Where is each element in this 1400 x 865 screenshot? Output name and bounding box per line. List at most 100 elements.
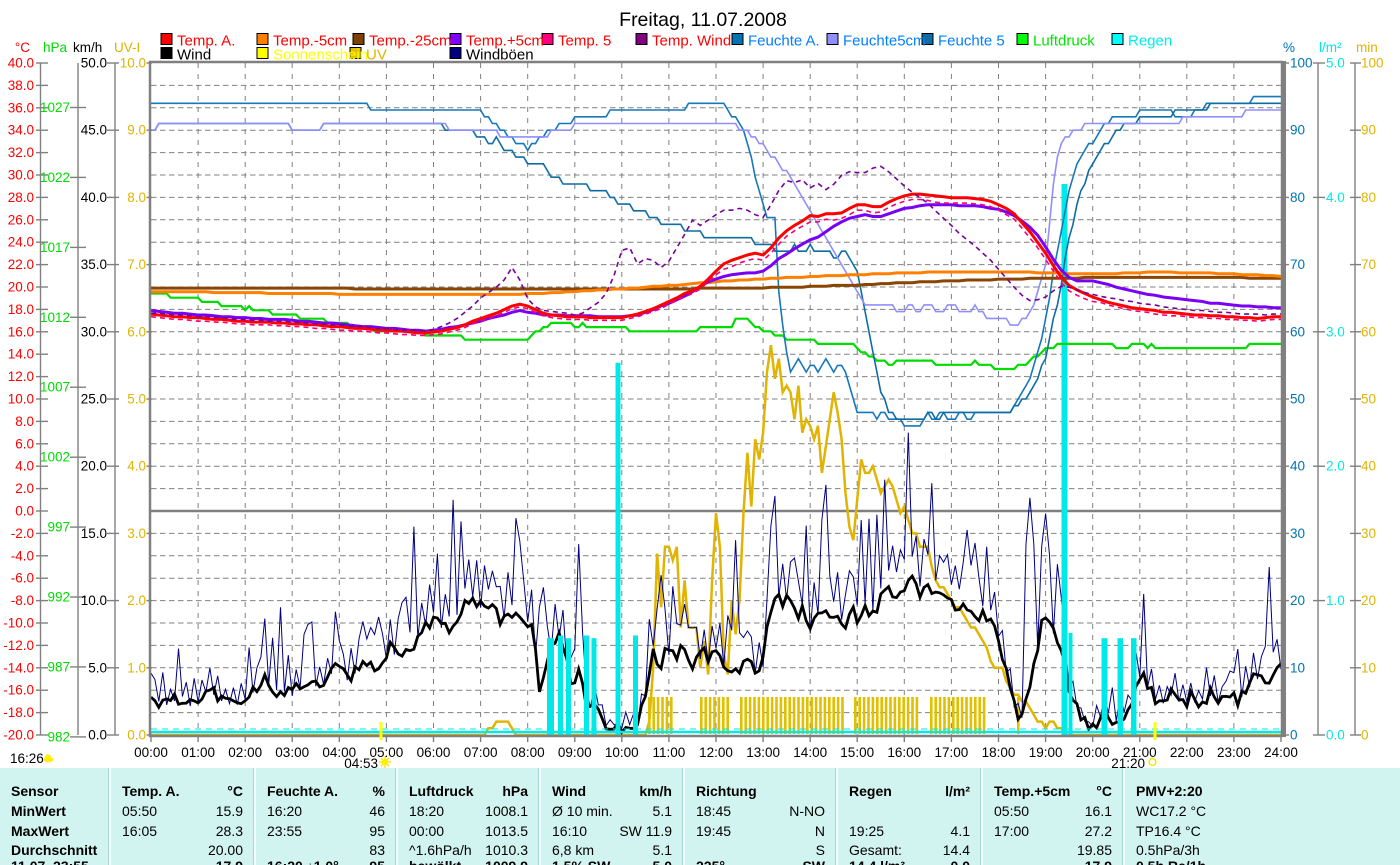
svg-text:06:00: 06:00 — [417, 745, 451, 760]
svg-text:17:00: 17:00 — [935, 745, 969, 760]
svg-text:1027: 1027 — [40, 100, 70, 115]
svg-text:10.0: 10.0 — [120, 56, 146, 71]
svg-text:987: 987 — [47, 659, 70, 674]
svg-text:20: 20 — [1290, 593, 1305, 608]
svg-text:24:00: 24:00 — [1264, 745, 1298, 760]
svg-text:1007: 1007 — [40, 380, 70, 395]
svg-text:10:00: 10:00 — [605, 745, 639, 760]
svg-text:90: 90 — [1361, 123, 1376, 138]
svg-text:36.0: 36.0 — [8, 100, 34, 115]
svg-text:Temp. A.: Temp. A. — [177, 33, 235, 50]
svg-text:03:00: 03:00 — [275, 745, 309, 760]
svg-text:Wind: Wind — [177, 47, 211, 64]
svg-text:50: 50 — [1290, 392, 1305, 407]
svg-text:0.0: 0.0 — [127, 728, 146, 743]
svg-text:10.0: 10.0 — [8, 392, 34, 407]
svg-text:Regen: Regen — [1128, 33, 1172, 50]
svg-text:32.0: 32.0 — [8, 145, 34, 160]
svg-text:18:00: 18:00 — [982, 745, 1016, 760]
svg-text:6.0: 6.0 — [127, 324, 146, 339]
svg-text:19:00: 19:00 — [1029, 745, 1063, 760]
svg-text:05:00: 05:00 — [370, 745, 404, 760]
svg-text:1022: 1022 — [40, 170, 70, 185]
svg-text:1012: 1012 — [40, 310, 70, 325]
svg-text:992: 992 — [47, 590, 70, 605]
svg-text:13:00: 13:00 — [746, 745, 780, 760]
svg-text:Temp.+5cm: Temp.+5cm — [466, 33, 544, 50]
svg-text:Freitag, 11.07.2008: Freitag, 11.07.2008 — [619, 9, 787, 31]
svg-text:60: 60 — [1290, 324, 1305, 339]
svg-text:982: 982 — [47, 729, 70, 744]
svg-text:60: 60 — [1361, 324, 1376, 339]
svg-text:30: 30 — [1290, 526, 1305, 541]
svg-text:40: 40 — [1290, 459, 1305, 474]
svg-text:997: 997 — [47, 520, 70, 535]
svg-text:0.0: 0.0 — [1326, 728, 1345, 743]
svg-text:UV-I: UV-I — [114, 40, 140, 55]
svg-text:90: 90 — [1290, 123, 1305, 138]
svg-text:Sonnenschein: Sonnenschein — [273, 47, 368, 64]
svg-text:min: min — [1356, 40, 1378, 55]
svg-text:12.0: 12.0 — [8, 369, 34, 384]
svg-text:07:00: 07:00 — [464, 745, 498, 760]
svg-text:1.0: 1.0 — [127, 660, 146, 675]
svg-text:80: 80 — [1361, 190, 1376, 205]
svg-text:Windböen: Windböen — [466, 47, 534, 64]
svg-text:1002: 1002 — [40, 450, 70, 465]
svg-text:-8.0: -8.0 — [11, 593, 34, 608]
svg-text:0: 0 — [1290, 728, 1298, 743]
svg-text:04:53: 04:53 — [344, 756, 378, 771]
svg-text:8.0: 8.0 — [127, 190, 146, 205]
svg-text:5.0: 5.0 — [88, 660, 107, 675]
svg-text:50: 50 — [1361, 392, 1376, 407]
svg-text:-20.0: -20.0 — [3, 728, 34, 743]
svg-text:16.0: 16.0 — [8, 324, 34, 339]
svg-text:0.0: 0.0 — [15, 504, 34, 519]
svg-text:7.0: 7.0 — [127, 257, 146, 272]
svg-text:16:26: 16:26 — [10, 751, 44, 766]
svg-text:04:00: 04:00 — [322, 745, 356, 760]
svg-text:02:00: 02:00 — [228, 745, 262, 760]
svg-text:10: 10 — [1361, 660, 1376, 675]
svg-text:50.0: 50.0 — [81, 56, 107, 71]
svg-text:20: 20 — [1361, 593, 1376, 608]
svg-text:30: 30 — [1361, 526, 1376, 541]
svg-text:km/h: km/h — [73, 40, 102, 55]
svg-text:Temp. 5: Temp. 5 — [558, 33, 611, 50]
svg-text:4.0: 4.0 — [127, 459, 146, 474]
svg-text:Feuchte A.: Feuchte A. — [748, 33, 820, 50]
svg-text:70: 70 — [1290, 257, 1305, 272]
svg-text:11:00: 11:00 — [653, 745, 686, 760]
svg-text:70: 70 — [1361, 257, 1376, 272]
svg-text:3.0: 3.0 — [1326, 324, 1345, 339]
svg-text:20.0: 20.0 — [81, 459, 107, 474]
svg-text:24.0: 24.0 — [8, 235, 34, 250]
svg-text:15.0: 15.0 — [81, 526, 107, 541]
svg-text:100: 100 — [1361, 56, 1384, 71]
svg-text:l/m²: l/m² — [1319, 40, 1342, 55]
svg-text:Temp.-5cm: Temp.-5cm — [273, 33, 347, 50]
svg-text:0.0: 0.0 — [88, 728, 107, 743]
svg-text:1017: 1017 — [40, 240, 70, 255]
svg-text:5.0: 5.0 — [1326, 56, 1345, 71]
svg-text:35.0: 35.0 — [81, 257, 107, 272]
svg-text:8.0: 8.0 — [15, 414, 34, 429]
svg-text:Temp.-25cm: Temp.-25cm — [369, 33, 452, 50]
svg-text:0: 0 — [1361, 728, 1369, 743]
svg-text:-14.0: -14.0 — [3, 660, 34, 675]
svg-text:14:00: 14:00 — [793, 745, 827, 760]
svg-text:°C: °C — [15, 40, 30, 55]
svg-text:Luftdruck: Luftdruck — [1033, 33, 1095, 50]
svg-text:40: 40 — [1361, 459, 1376, 474]
svg-text:Feuchte 5: Feuchte 5 — [938, 33, 1005, 50]
svg-text:4.0: 4.0 — [15, 459, 34, 474]
svg-text:20:00: 20:00 — [1076, 745, 1110, 760]
svg-text:-6.0: -6.0 — [11, 571, 34, 586]
svg-text:30.0: 30.0 — [8, 168, 34, 183]
svg-text:hPa: hPa — [43, 40, 68, 55]
svg-text:100: 100 — [1290, 56, 1313, 71]
svg-text:16:00: 16:00 — [887, 745, 921, 760]
svg-text:26.0: 26.0 — [8, 212, 34, 227]
svg-text:2.0: 2.0 — [1326, 459, 1345, 474]
svg-text:01:00: 01:00 — [181, 745, 215, 760]
